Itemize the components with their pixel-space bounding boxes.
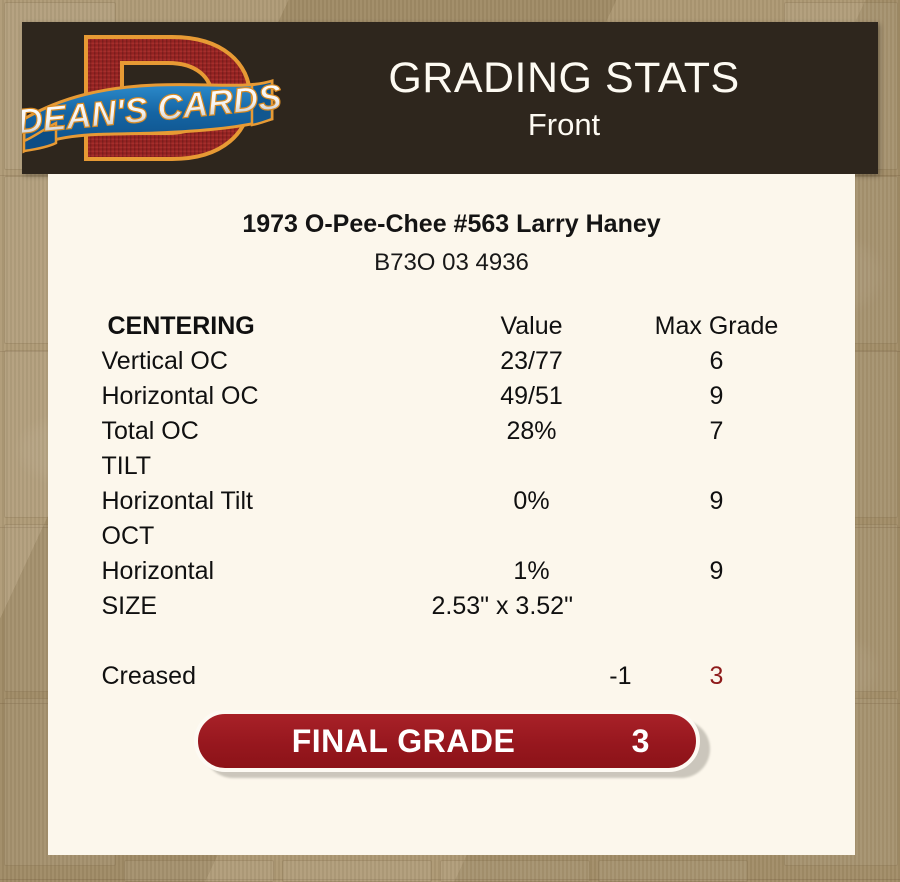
row-label: Total OC — [101, 417, 199, 445]
table-header-row: CENTERING Value Max Grade — [102, 309, 802, 344]
column-header-max-grade: Max Grade — [654, 312, 779, 340]
background-card-texture — [598, 860, 748, 882]
row-value: 23/77 — [500, 347, 563, 375]
section-max-spacer — [632, 519, 802, 554]
table-row-flaw: Creased -1 3 — [102, 659, 802, 694]
card-serial-number: B73O 03 4936 — [374, 249, 529, 276]
section-header-tilt: TILT — [102, 449, 802, 484]
flaw-max-grade: 3 — [709, 662, 724, 690]
size-value: 2.53" x 3.52" — [431, 592, 573, 620]
spacer-cell — [102, 624, 432, 659]
table-spacer-row — [102, 624, 802, 659]
header-title-block: GRADING STATS Front — [290, 53, 878, 142]
page-subtitle: Front — [527, 106, 601, 142]
section-value-spacer — [432, 449, 632, 484]
spacer-cell — [632, 624, 802, 659]
table-row: Vertical OC 23/77 6 — [102, 344, 802, 379]
stats-panel: 1973 O-Pee-Chee #563 Larry Haney B73O 03… — [48, 174, 855, 855]
table-row-size: SIZE 2.53" x 3.52" — [102, 589, 802, 624]
section-label: TILT — [101, 452, 152, 480]
section-value-spacer — [432, 519, 632, 554]
final-grade-value: 3 — [631, 722, 650, 759]
table-row: Horizontal OC 49/51 9 — [102, 379, 802, 414]
final-grade-shadow: FINAL GRADE 3 — [193, 710, 710, 776]
background-card-texture — [440, 860, 590, 882]
row-label: Vertical OC — [101, 347, 228, 375]
background-card-texture — [282, 860, 432, 882]
card-title: 1973 O-Pee-Chee #563 Larry Haney — [242, 210, 661, 238]
final-grade-label: FINAL GRADE — [291, 722, 516, 759]
row-max-grade: 6 — [709, 347, 724, 375]
final-grade-banner[interactable]: FINAL GRADE 3 — [193, 710, 700, 772]
page-title: GRADING STATS — [388, 53, 740, 102]
row-value: 28% — [506, 417, 557, 445]
flaw-value: -1 — [609, 662, 632, 690]
section-header-oct: OCT — [102, 519, 802, 554]
table-row: Horizontal Tilt 0% 9 — [102, 484, 802, 519]
flaw-label: Creased — [101, 662, 197, 690]
row-value: 1% — [513, 557, 550, 585]
final-grade-section: FINAL GRADE 3 — [48, 710, 855, 776]
row-label: Horizontal OC — [101, 382, 259, 410]
row-max-grade: 7 — [709, 417, 724, 445]
row-max-grade: 9 — [709, 382, 724, 410]
table-row: Total OC 28% 7 — [102, 414, 802, 449]
section-label: OCT — [101, 522, 155, 550]
row-value: 0% — [513, 487, 550, 515]
deans-cards-logo[interactable]: DEAN'S CARDS — [22, 23, 290, 173]
column-header-centering: CENTERING — [102, 309, 432, 344]
row-label: Horizontal — [101, 557, 215, 585]
size-max-spacer — [632, 589, 802, 624]
size-label: SIZE — [101, 592, 158, 620]
column-header-value: Value — [500, 312, 563, 340]
section-max-spacer — [632, 449, 802, 484]
row-label: Horizontal Tilt — [101, 487, 253, 515]
row-max-grade: 9 — [709, 487, 724, 515]
grading-stats-table: CENTERING Value Max Grade Vertical OC 23… — [102, 309, 802, 694]
row-max-grade: 9 — [709, 557, 724, 585]
row-value: 49/51 — [500, 382, 563, 410]
background-card-texture — [124, 860, 274, 882]
page-header: DEAN'S CARDS GRADING STATS Front — [22, 22, 878, 174]
spacer-cell — [432, 624, 632, 659]
table-row: Horizontal 1% 9 — [102, 554, 802, 589]
column-header-centering-label: CENTERING — [107, 312, 255, 340]
